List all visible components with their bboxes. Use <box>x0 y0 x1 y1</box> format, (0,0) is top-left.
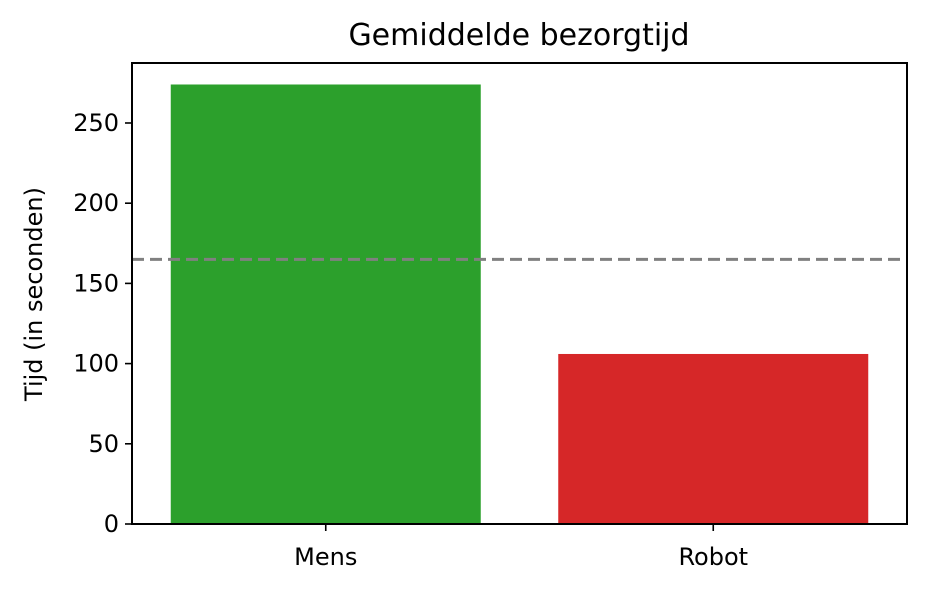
bar-robot <box>558 353 869 524</box>
x-ticks-group: Mens Robot <box>294 524 748 571</box>
y-tick-label: 100 <box>73 350 119 378</box>
chart-title: Gemiddelde bezorgtijd <box>348 18 689 53</box>
y-tick-label: 250 <box>73 109 119 137</box>
y-ticks-group: 0 50 100 150 200 250 <box>73 109 132 538</box>
bar-mens <box>170 84 481 525</box>
x-tick-label: Robot <box>678 543 748 571</box>
y-tick-label: 200 <box>73 189 119 217</box>
x-tick-label: Mens <box>294 543 357 571</box>
y-tick-label: 50 <box>88 430 119 458</box>
plot-frame <box>131 62 908 525</box>
y-axis-label: Tijd (in seconden) <box>20 187 48 402</box>
y-tick-label: 150 <box>73 269 119 297</box>
bars-group <box>170 84 869 525</box>
y-tick-label: 0 <box>104 510 119 538</box>
